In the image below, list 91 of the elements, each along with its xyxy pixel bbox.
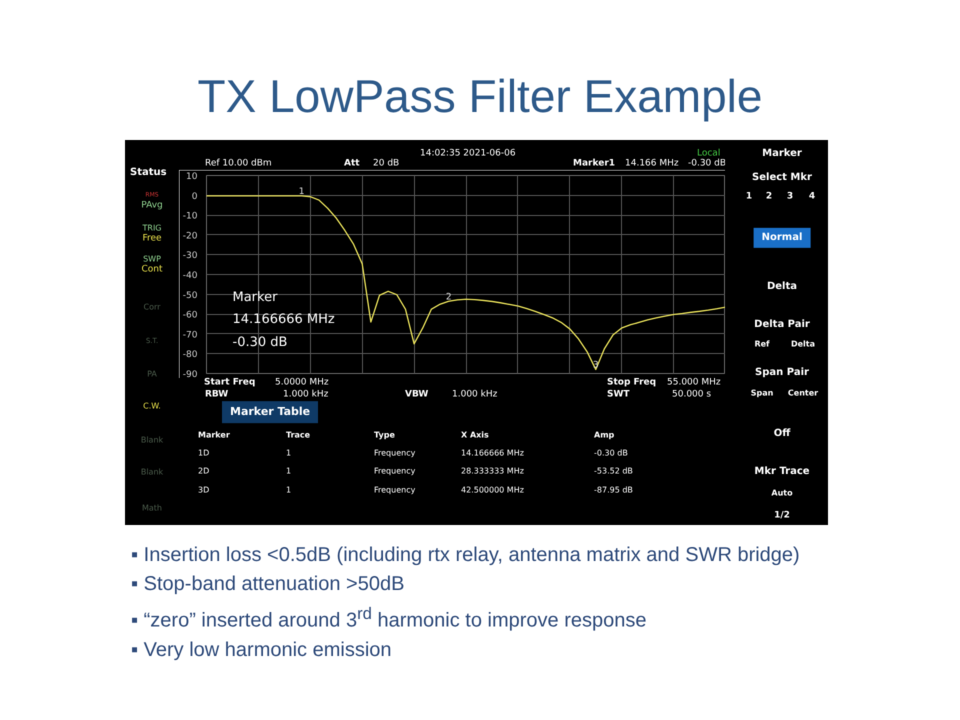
text: 42.500000 MHz <box>461 484 524 496</box>
y-tick-label: 10 <box>186 172 198 182</box>
y-tick-label: -20 <box>182 231 198 242</box>
text: Att <box>344 158 360 170</box>
text: 4 <box>808 190 816 204</box>
text: SWT <box>607 388 630 402</box>
text: 3D <box>198 484 210 496</box>
text: Local <box>697 148 720 159</box>
text: X Axis <box>461 429 489 441</box>
text: 1.000 kHz <box>283 388 328 402</box>
text: 1D <box>198 447 210 459</box>
text: Blank <box>140 466 164 478</box>
line-series <box>206 195 725 370</box>
chart-title: TX LowPass Filter Example <box>198 69 762 124</box>
text: 55.000 MHz <box>667 376 721 390</box>
text: Marker <box>198 429 230 441</box>
text: Amp <box>594 429 614 441</box>
y-tick-label: -40 <box>182 271 198 281</box>
text: Start Freq <box>204 376 256 390</box>
text: Trace <box>286 429 310 441</box>
annotation: Marker <box>232 290 278 305</box>
annotation: 1 <box>298 186 305 197</box>
text: PAvg <box>141 200 163 212</box>
annotation: 14.166666 MHz <box>232 312 335 327</box>
y-tick-label: -80 <box>182 350 198 360</box>
text: Cont <box>141 264 163 276</box>
text: RBW <box>205 388 228 402</box>
text: Delta Pair <box>754 318 810 332</box>
y-tick-label: -30 <box>182 251 198 262</box>
text: Ref 10.00 dBm <box>205 158 272 170</box>
text: ▪ Stop-band attenuation >50dB <box>131 572 406 597</box>
text: Span <box>750 387 774 399</box>
y-tick-label: 0 <box>192 192 198 202</box>
text: Status <box>130 166 167 180</box>
text: 2 <box>766 190 772 204</box>
text: Span Pair <box>755 366 809 380</box>
text: 50.000 s <box>672 388 712 402</box>
y-tick-label: -10 <box>182 212 198 222</box>
text: Math <box>142 502 162 514</box>
text: Free <box>142 232 162 246</box>
text: Mkr Trace <box>754 464 810 479</box>
text: -87.95 dB <box>594 484 633 496</box>
text: Normal <box>754 228 810 248</box>
text: ▪ “zero” inserted around 3$^{rd}$ harmonic to improve response <box>131 603 648 634</box>
text: Marker <box>762 146 802 161</box>
text: Frequency <box>374 484 416 496</box>
text: Delta <box>766 280 798 294</box>
text: Marker1 <box>573 158 616 170</box>
text: ▪ Very low harmonic emission <box>131 638 393 663</box>
text: Corr <box>144 301 160 313</box>
text: 1 <box>746 190 752 204</box>
text: Frequency <box>374 447 416 459</box>
text: 1 <box>286 447 292 459</box>
text: 14.166666 MHz <box>461 447 524 459</box>
text: 2D <box>198 465 210 477</box>
text: 1/2 <box>774 510 790 522</box>
text: Type <box>374 429 395 441</box>
text: -0.30 dB <box>688 158 726 170</box>
y-tick-label: -70 <box>182 330 198 340</box>
text: C.W. <box>143 400 161 412</box>
text: Center <box>788 387 818 399</box>
text: Frequency <box>374 465 416 477</box>
text: Marker Table <box>222 401 318 423</box>
y-tick-label: -90 <box>182 370 198 380</box>
text: 1 <box>286 484 292 496</box>
text: Blank <box>140 434 164 446</box>
y-tick-label: -60 <box>182 310 198 321</box>
text: 20 dB <box>373 158 400 170</box>
y-tick-label: -50 <box>182 290 198 301</box>
text: VBW <box>405 388 428 402</box>
text: 5.0000 MHz <box>275 376 329 390</box>
text: -53.52 dB <box>594 465 633 477</box>
text: 14:02:35 2021-06-06 <box>420 148 516 160</box>
text: 3 <box>786 190 794 204</box>
text: ▪ Insertion loss <0.5dB (including rtx relay, antenna matrix and SWR bridge) <box>131 543 800 568</box>
text: SWP <box>143 253 161 264</box>
text: Off <box>774 426 790 441</box>
text: TRIG <box>142 222 162 234</box>
text: Select Mkr <box>752 170 812 185</box>
text: Stop Freq <box>607 376 656 390</box>
annotation: 2 <box>446 292 452 302</box>
text: Delta <box>790 338 816 350</box>
text: Auto <box>771 487 793 499</box>
text: 14.166 MHz <box>625 158 679 170</box>
text: PA <box>147 368 157 380</box>
text: Ref <box>754 338 770 350</box>
text: -0.30 dB <box>594 447 628 459</box>
annotation: -0.30 dB <box>232 335 288 350</box>
text: 1.000 kHz <box>452 388 498 402</box>
text: 28.333333 MHz <box>461 465 524 477</box>
text: 1 <box>286 465 292 477</box>
